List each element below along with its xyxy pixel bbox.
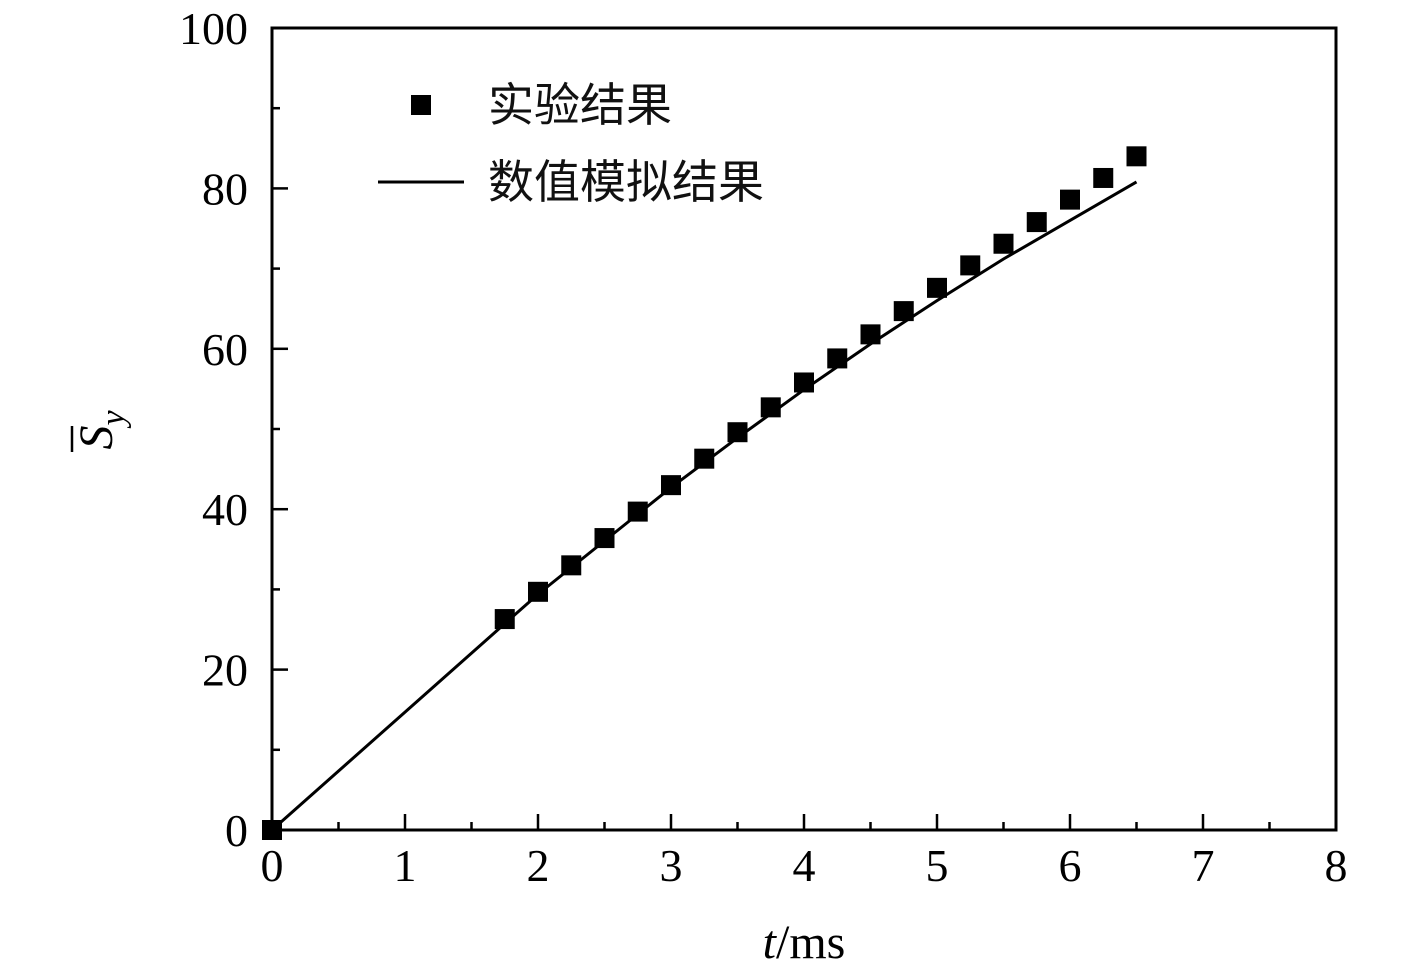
svg-text:Sy: Sy [70,410,132,450]
legend-marker-square [411,95,431,115]
y-axis-label: Sy [70,410,132,452]
data-point [727,422,748,443]
data-point [893,301,914,322]
x-tick-label: 4 [793,840,816,891]
x-axis-label: t/ms [763,916,846,969]
plot-frame [270,26,1338,832]
y-tick-label: 20 [202,645,248,696]
y-tick-label: 60 [202,324,248,375]
data-point [627,501,648,522]
x-tick-labels: 0 1 2 3 4 5 6 7 8 [261,840,1348,891]
legend: 实验结果 数值模拟结果 [378,78,764,209]
series-line-numerical-simulation [271,180,1138,832]
legend-label-simulation: 数值模拟结果 [488,155,764,209]
x-tick-label: 3 [660,840,683,891]
data-point [860,324,881,345]
x-tick-label: 5 [926,840,949,891]
data-point [927,277,947,298]
data-point [1026,212,1047,233]
x-tick-label: 6 [1059,840,1082,891]
series-points-experimental [262,146,1147,840]
y-tick-label: 100 [179,3,248,54]
data-point [494,609,515,630]
axis-ticks [270,26,1338,832]
data-point [1093,167,1114,188]
data-point [960,255,981,276]
data-point [760,397,781,418]
x-tick-label: 1 [394,840,417,891]
x-tick-label: 2 [527,840,550,891]
legend-label-experimental: 实验结果 [488,78,672,132]
y-tick-label: 80 [202,163,248,214]
data-point [262,820,282,840]
plot-area [262,146,1147,840]
data-point [694,448,715,469]
data-point [827,348,848,369]
data-point [993,233,1014,254]
data-point [794,372,814,393]
y-tick-labels: 0 20 40 60 80 100 [179,3,248,856]
data-point [661,475,681,496]
y-tick-label: 0 [225,805,248,856]
data-point [594,528,615,549]
y-tick-label: 40 [202,484,248,535]
data-point [528,581,548,602]
data-point [1060,189,1080,210]
x-tick-label: 7 [1192,840,1215,891]
data-point [1126,146,1147,167]
x-tick-label: 0 [261,840,284,891]
data-point [561,555,582,576]
x-tick-label: 8 [1325,840,1348,891]
